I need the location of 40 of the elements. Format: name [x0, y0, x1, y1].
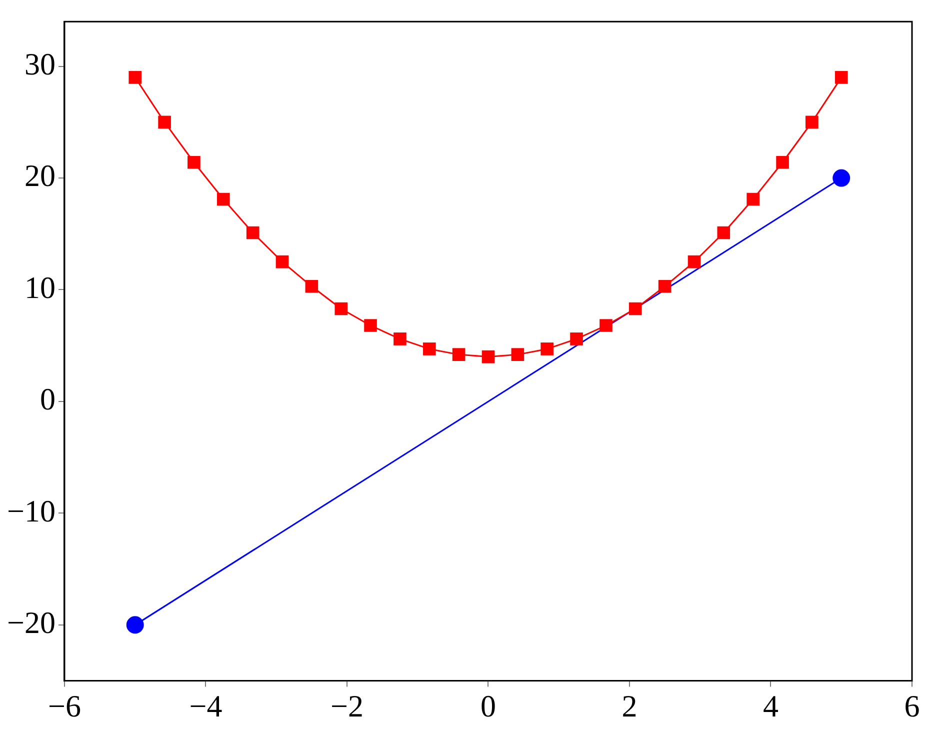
- point: [334, 302, 348, 316]
- point: [394, 332, 406, 346]
- point: [688, 255, 701, 268]
- point: [364, 319, 377, 332]
- point: [216, 192, 230, 206]
- point: [423, 342, 436, 356]
- point: [126, 616, 144, 634]
- x-tick-label: 4: [762, 688, 779, 724]
- y-tick-label: −20: [7, 605, 56, 640]
- x-tick-label: 0: [480, 688, 496, 724]
- point: [746, 192, 760, 206]
- point: [832, 169, 850, 187]
- x-tick-label: 2: [622, 688, 638, 724]
- point: [628, 302, 642, 316]
- point: [600, 319, 612, 332]
- point: [658, 280, 672, 293]
- point: [158, 116, 171, 129]
- point: [834, 71, 848, 84]
- x-tick-label: −2: [330, 688, 364, 724]
- y-tick-label: 20: [24, 158, 56, 194]
- y-tick-label: 10: [24, 270, 56, 305]
- x-tick-label: 6: [904, 688, 920, 724]
- x-tick-label: −4: [189, 688, 223, 724]
- point: [540, 342, 554, 356]
- y-tick-label: 0: [40, 382, 56, 417]
- point: [482, 350, 495, 364]
- point: [246, 226, 260, 240]
- point: [511, 348, 524, 361]
- x-tick-label: −6: [48, 688, 81, 724]
- y-tick-label: 30: [24, 46, 56, 82]
- point: [776, 156, 789, 169]
- point: [128, 71, 142, 84]
- point: [305, 280, 318, 293]
- point: [188, 156, 200, 169]
- point: [717, 226, 730, 240]
- point: [276, 255, 289, 268]
- point: [570, 332, 583, 346]
- point: [452, 348, 466, 361]
- y-tick-label: −10: [7, 493, 56, 528]
- point: [806, 116, 818, 129]
